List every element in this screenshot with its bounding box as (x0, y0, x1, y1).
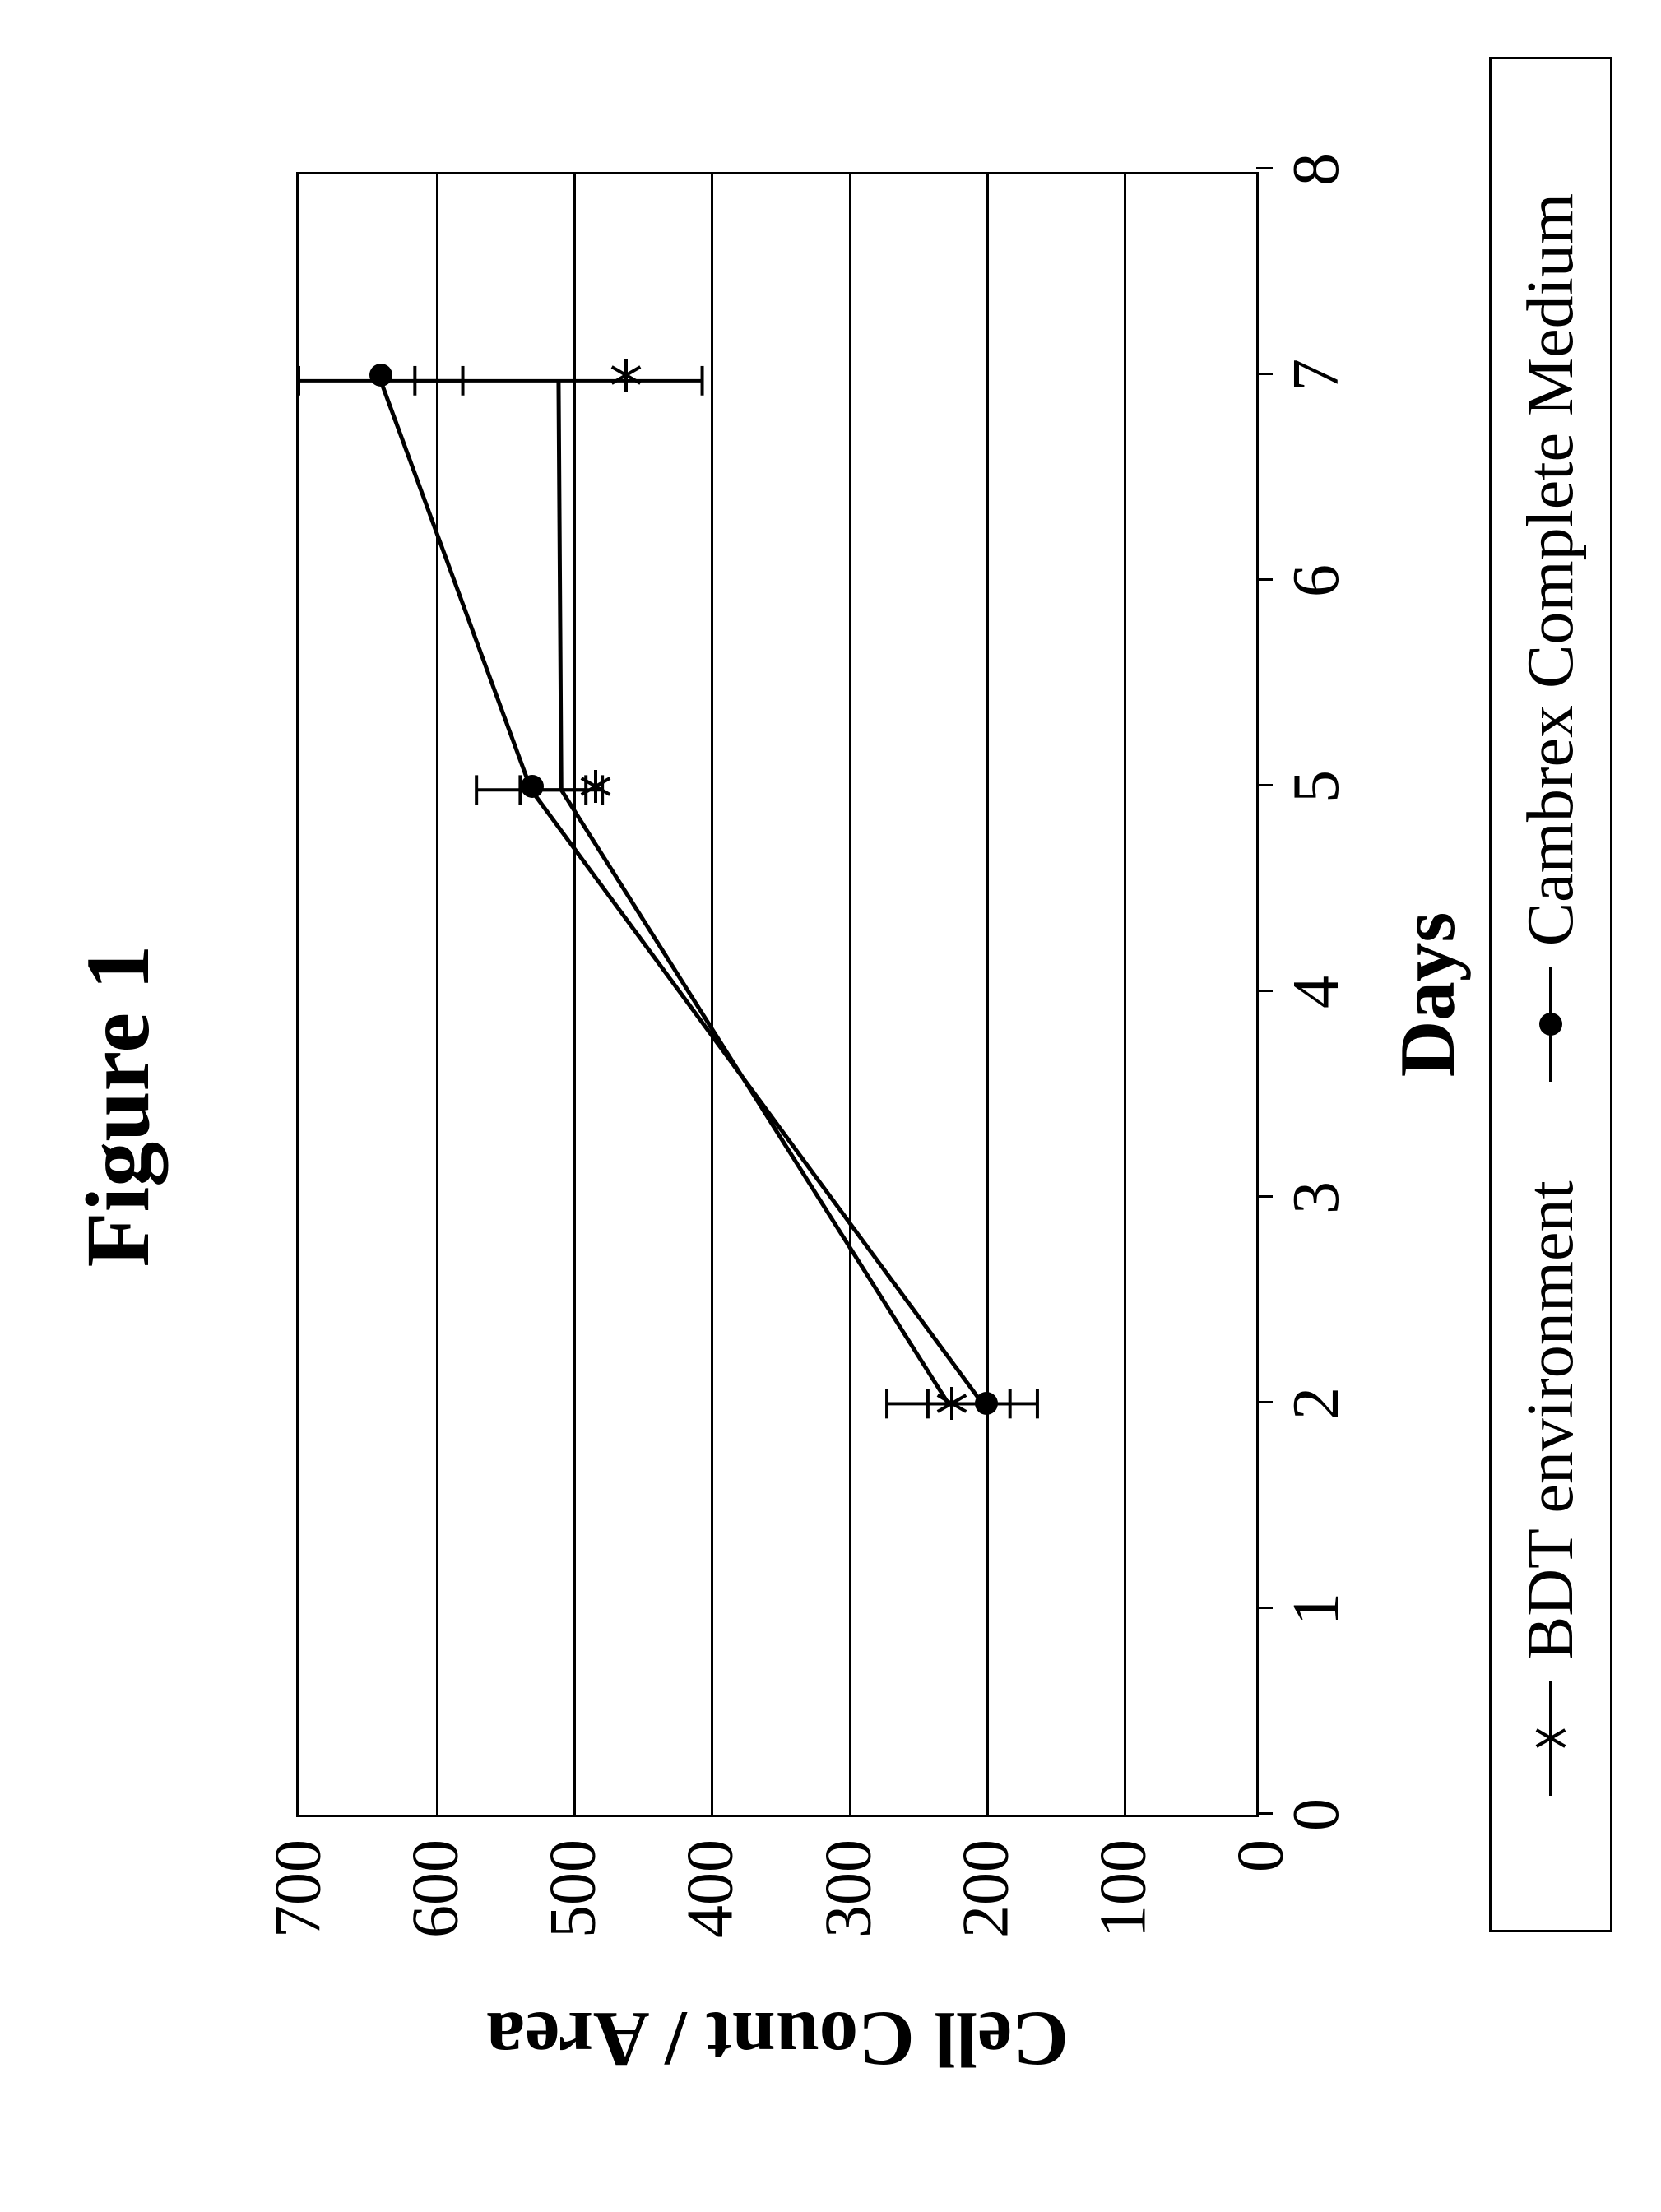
x-tick-label: 3 (1279, 1181, 1354, 1214)
circle-marker-icon (975, 1392, 998, 1415)
y-tick-label: 300 (811, 1839, 886, 1938)
legend-symbol (1526, 967, 1575, 1082)
legend-item: Cambrex Complete Medium (1514, 193, 1589, 1082)
x-tick (1256, 167, 1273, 169)
y-tick-label: 400 (674, 1839, 749, 1938)
x-tick (1256, 1607, 1273, 1609)
series-svg (299, 174, 1256, 1815)
x-tick (1256, 990, 1273, 992)
circle-marker-icon (521, 775, 544, 798)
x-axis-label: Days (1382, 912, 1473, 1078)
x-tick (1256, 373, 1273, 375)
legend-item: BDT environment (1514, 1180, 1589, 1796)
asterisk-marker-icon (610, 359, 643, 392)
page: Figure 1 Cell Count / Area Days 01002003… (0, 0, 1661, 2212)
x-tick-label: 8 (1279, 153, 1354, 186)
y-axis-label: Cell Count / Area (486, 1994, 1069, 2084)
grid-line (573, 174, 576, 1815)
x-tick-label: 2 (1279, 1387, 1354, 1420)
legend-label: BDT environment (1514, 1180, 1589, 1660)
grid-line (849, 174, 851, 1815)
grid-line (986, 174, 989, 1815)
x-tick (1256, 784, 1273, 786)
figure-title: Figure 1 (66, 0, 170, 2212)
asterisk-marker-icon (1534, 1722, 1567, 1755)
x-tick (1256, 1812, 1273, 1815)
y-tick-label: 200 (949, 1839, 1023, 1938)
circle-marker-icon (369, 364, 392, 387)
asterisk-marker-icon (579, 770, 612, 803)
circle-marker-icon (1539, 1013, 1562, 1036)
y-tick-label: 500 (536, 1839, 611, 1938)
grid-line (436, 174, 438, 1815)
grid-line (1124, 174, 1126, 1815)
y-tick-label: 0 (1224, 1839, 1299, 1872)
x-tick (1256, 1195, 1273, 1198)
y-tick-label: 100 (1086, 1839, 1161, 1938)
chart-area: 0100200300400500600700012345678 (296, 172, 1259, 1817)
legend: BDT environment Cambrex Complete Medium (1489, 57, 1612, 1932)
legend-symbol (1526, 1681, 1575, 1796)
legend-label: Cambrex Complete Medium (1514, 193, 1589, 946)
y-tick-label: 700 (262, 1839, 336, 1938)
page-inner: Figure 1 Cell Count / Area Days 01002003… (0, 0, 1661, 2212)
y-tick-label: 600 (399, 1839, 474, 1938)
x-tick-label: 1 (1279, 1593, 1354, 1625)
x-tick (1256, 1401, 1273, 1403)
x-tick-label: 6 (1279, 564, 1354, 597)
asterisk-marker-icon (935, 1387, 968, 1420)
x-tick-label: 7 (1279, 359, 1354, 392)
x-tick (1256, 578, 1273, 581)
x-tick-label: 5 (1279, 770, 1354, 803)
x-tick-label: 0 (1279, 1798, 1354, 1831)
x-tick-label: 4 (1279, 976, 1354, 1009)
grid-line (711, 174, 713, 1815)
plot-area: 0100200300400500600700012345678 (296, 172, 1259, 1817)
